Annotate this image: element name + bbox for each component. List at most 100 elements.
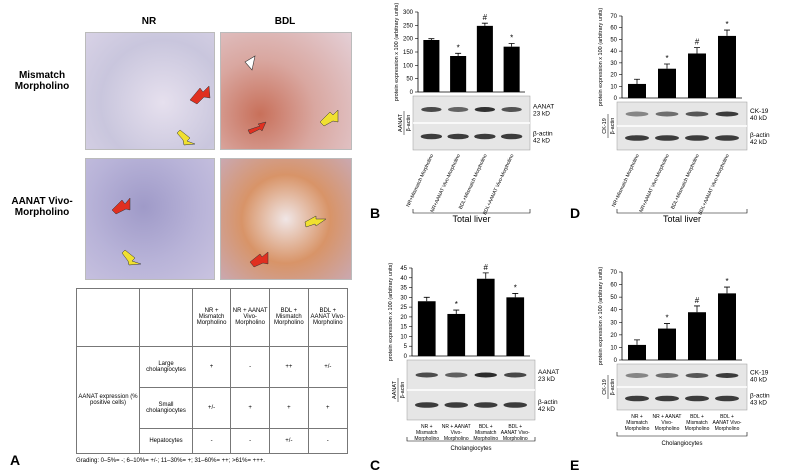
annotation: * [725,20,728,29]
group-bracket [406,437,536,442]
y-tick-label: 20 [400,315,407,321]
ratio-label: β-actin [400,382,406,399]
blot-band [625,135,649,141]
bar [688,312,706,360]
blot-band [625,373,649,378]
blot-band [445,372,468,378]
blot-size: 42 kD [538,406,555,413]
blot-band [685,373,709,378]
bar [476,25,493,92]
error-bar [634,78,640,84]
error-bar [481,22,488,26]
blot-label: CK-19 [750,108,769,115]
error-bar [512,293,519,298]
blot-band [625,111,649,117]
cell: + [269,386,309,430]
error-bar [453,309,460,314]
table-header: NR + AANAT Vivo-Morpholino [230,288,271,347]
ratio-label: AANAT [392,380,398,399]
y-tick-label: 50 [406,77,413,83]
annotation: * [457,43,460,52]
error-bar [423,296,430,302]
y-tick-label: 150 [403,50,414,56]
y-tick-label: 0 [614,358,618,364]
x-tick-label: NR+Mismatch Morpholino [611,153,641,208]
blot-label: AANAT [533,104,554,111]
y-tick-label: 70 [610,270,617,276]
group-label: Total liver [452,214,490,224]
table-header: BDL + Mismatch Morpholino [269,288,309,347]
bar [506,297,525,356]
blot-label: AANAT [538,369,559,376]
blot-band [501,107,522,112]
panel-letter: D [570,205,580,221]
blot-band [685,135,709,141]
panel-letter: A [10,452,21,468]
bar [450,56,467,92]
cell: +/- [307,345,349,389]
blot-band [444,402,469,408]
blot-band [715,111,739,117]
blot-band [655,395,679,402]
blot-label: β-actin [533,131,553,138]
y-axis-label: protein expression x 100 (arbitrary unit… [394,3,400,102]
y-tick-label: 250 [403,23,414,29]
y-tick-label: 25 [400,305,407,311]
blot-band [500,133,523,140]
blot-band [503,402,528,408]
annotation: # [695,38,700,47]
y-tick-label: 5 [404,344,408,350]
y-tick-label: 50 [610,37,617,43]
blot-band [655,135,679,141]
y-tick-label: 30 [610,320,617,326]
column-label: NR [141,16,157,27]
blot-band [474,372,497,378]
error-bar [724,29,730,36]
micrograph [220,158,352,280]
blot-label: β-actin [750,393,770,400]
blot-size: 42 kD [750,139,767,146]
y-tick-label: 60 [610,283,617,289]
micrograph [85,158,215,280]
y-axis-label: protein expression x 100 (arbitrary unit… [598,267,604,366]
blot-band [685,111,709,117]
x-tick-label: NR + Mismatch Morpholino [624,414,650,432]
blot-band [655,111,679,117]
y-tick-label: 300 [403,10,414,16]
annotation: # [695,296,700,305]
blot-label: CK-19 [750,370,769,377]
cell: +/- [269,428,309,454]
blot-size: 40 kD [750,115,767,122]
x-tick-label: NR+AANAT Vivo-Morpholino [638,153,670,214]
micrograph [85,32,215,150]
panel-letter: B [370,205,380,221]
bar [503,46,520,92]
error-bar [634,339,640,345]
ratio-label: CK-19 [602,379,608,395]
bar [628,344,646,360]
blot-band [421,107,442,112]
error-bar [508,43,515,47]
x-tick-label: NR + Mismatch Morpholino [414,424,440,442]
y-tick-label: 10 [610,84,617,90]
grading-note: Grading: 0–5%= -; 6–10%= +/-; 11–30%= +;… [76,458,265,464]
annotation: * [725,277,728,286]
annotation: # [483,13,488,22]
x-tick-label: BDL+Mismatch Morpholino [458,153,489,210]
blot-band [447,107,469,112]
y-tick-label: 70 [610,14,617,20]
row-label: Mismatch Morpholino [14,70,70,92]
blot-band [474,107,496,112]
cell: - [191,428,232,454]
x-tick-label: BDL+Mismatch Morpholino [670,153,701,210]
annotation: * [510,33,513,42]
blot-size: 40 kD [750,377,767,384]
group-bracket [616,432,748,437]
y-tick-label: 30 [400,295,407,301]
y-tick-label: 60 [610,26,617,32]
x-tick-label: NR+Mismatch Morpholino [405,153,435,208]
blot-band [414,402,439,408]
x-tick-label: BDL+AANAT Vivo-Morpholino [697,153,731,216]
blot-band [473,402,498,408]
